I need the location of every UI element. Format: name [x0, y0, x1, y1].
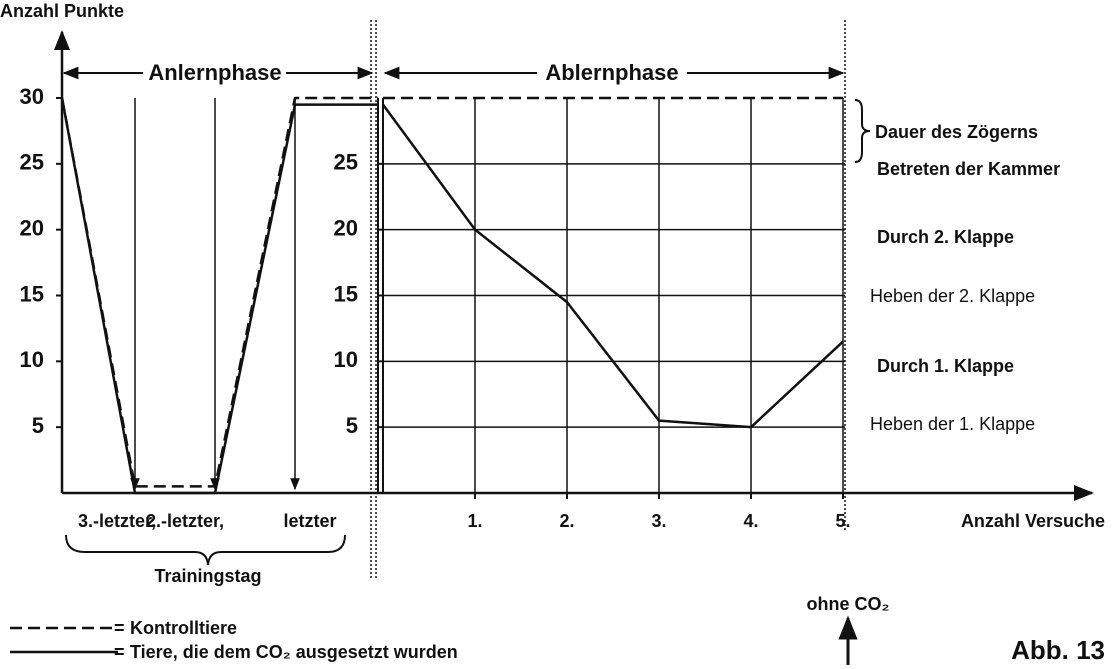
x-tick-label: 3. — [651, 511, 666, 531]
x-tick-label: 3.-letzter, — [78, 511, 156, 531]
annotation: Durch 2. Klappe — [877, 227, 1014, 247]
y-tick-label: 10 — [20, 347, 44, 372]
figure-label: Abb. 13 — [1011, 635, 1105, 665]
x-tick-label: 5. — [835, 511, 850, 531]
series-line — [60, 96, 378, 488]
legend-label: Kontrolltiere — [130, 618, 237, 638]
annotation: Heben der 1. Klappe — [870, 414, 1035, 434]
x-tick-label: letzter — [283, 511, 336, 531]
annotation: Heben der 2. Klappe — [870, 286, 1035, 306]
annotation: Betreten der Kammer — [877, 159, 1060, 179]
series-line — [60, 97, 378, 495]
legend-separator: = — [114, 642, 125, 662]
brace — [854, 99, 871, 163]
label-bg — [143, 62, 286, 84]
y-tick-label: 5 — [32, 413, 44, 438]
phase-label: Ablernphase — [545, 60, 678, 85]
y-tick-label: 20 — [20, 215, 44, 240]
y-tick-label: 10 — [334, 347, 358, 372]
label-bg — [537, 62, 687, 84]
x-tick-label: 1. — [467, 511, 482, 531]
y-tick-label: 15 — [334, 281, 358, 306]
y-tick-label: 30 — [20, 84, 44, 109]
x-tick-label: 4. — [743, 511, 758, 531]
x-tick-label: 2. — [559, 511, 574, 531]
y-tick-label: 15 — [20, 281, 44, 306]
series-line — [381, 103, 844, 429]
legend-separator: = — [114, 618, 125, 638]
annotation: Dauer des Zögerns — [875, 122, 1038, 142]
legend-label: Tiere, die dem CO₂ ausgesetzt wurden — [130, 642, 458, 662]
y-tick-label: 20 — [334, 215, 358, 240]
annotation: Durch 1. Klappe — [877, 356, 1014, 376]
x-axis-label: Anzahl Versuche — [961, 511, 1105, 531]
phase-label: Anlernphase — [148, 60, 281, 85]
brace — [65, 534, 346, 566]
y-tick-label: 25 — [334, 150, 358, 175]
category-note: Trainingstag — [154, 566, 261, 586]
y-tick-label: 25 — [20, 150, 44, 175]
y-tick-label: 5 — [346, 413, 358, 438]
note: ohne CO₂ — [807, 594, 890, 614]
y-axis-label: Anzahl Punkte — [0, 1, 124, 21]
x-tick-label: 2.-letzter, — [146, 511, 224, 531]
